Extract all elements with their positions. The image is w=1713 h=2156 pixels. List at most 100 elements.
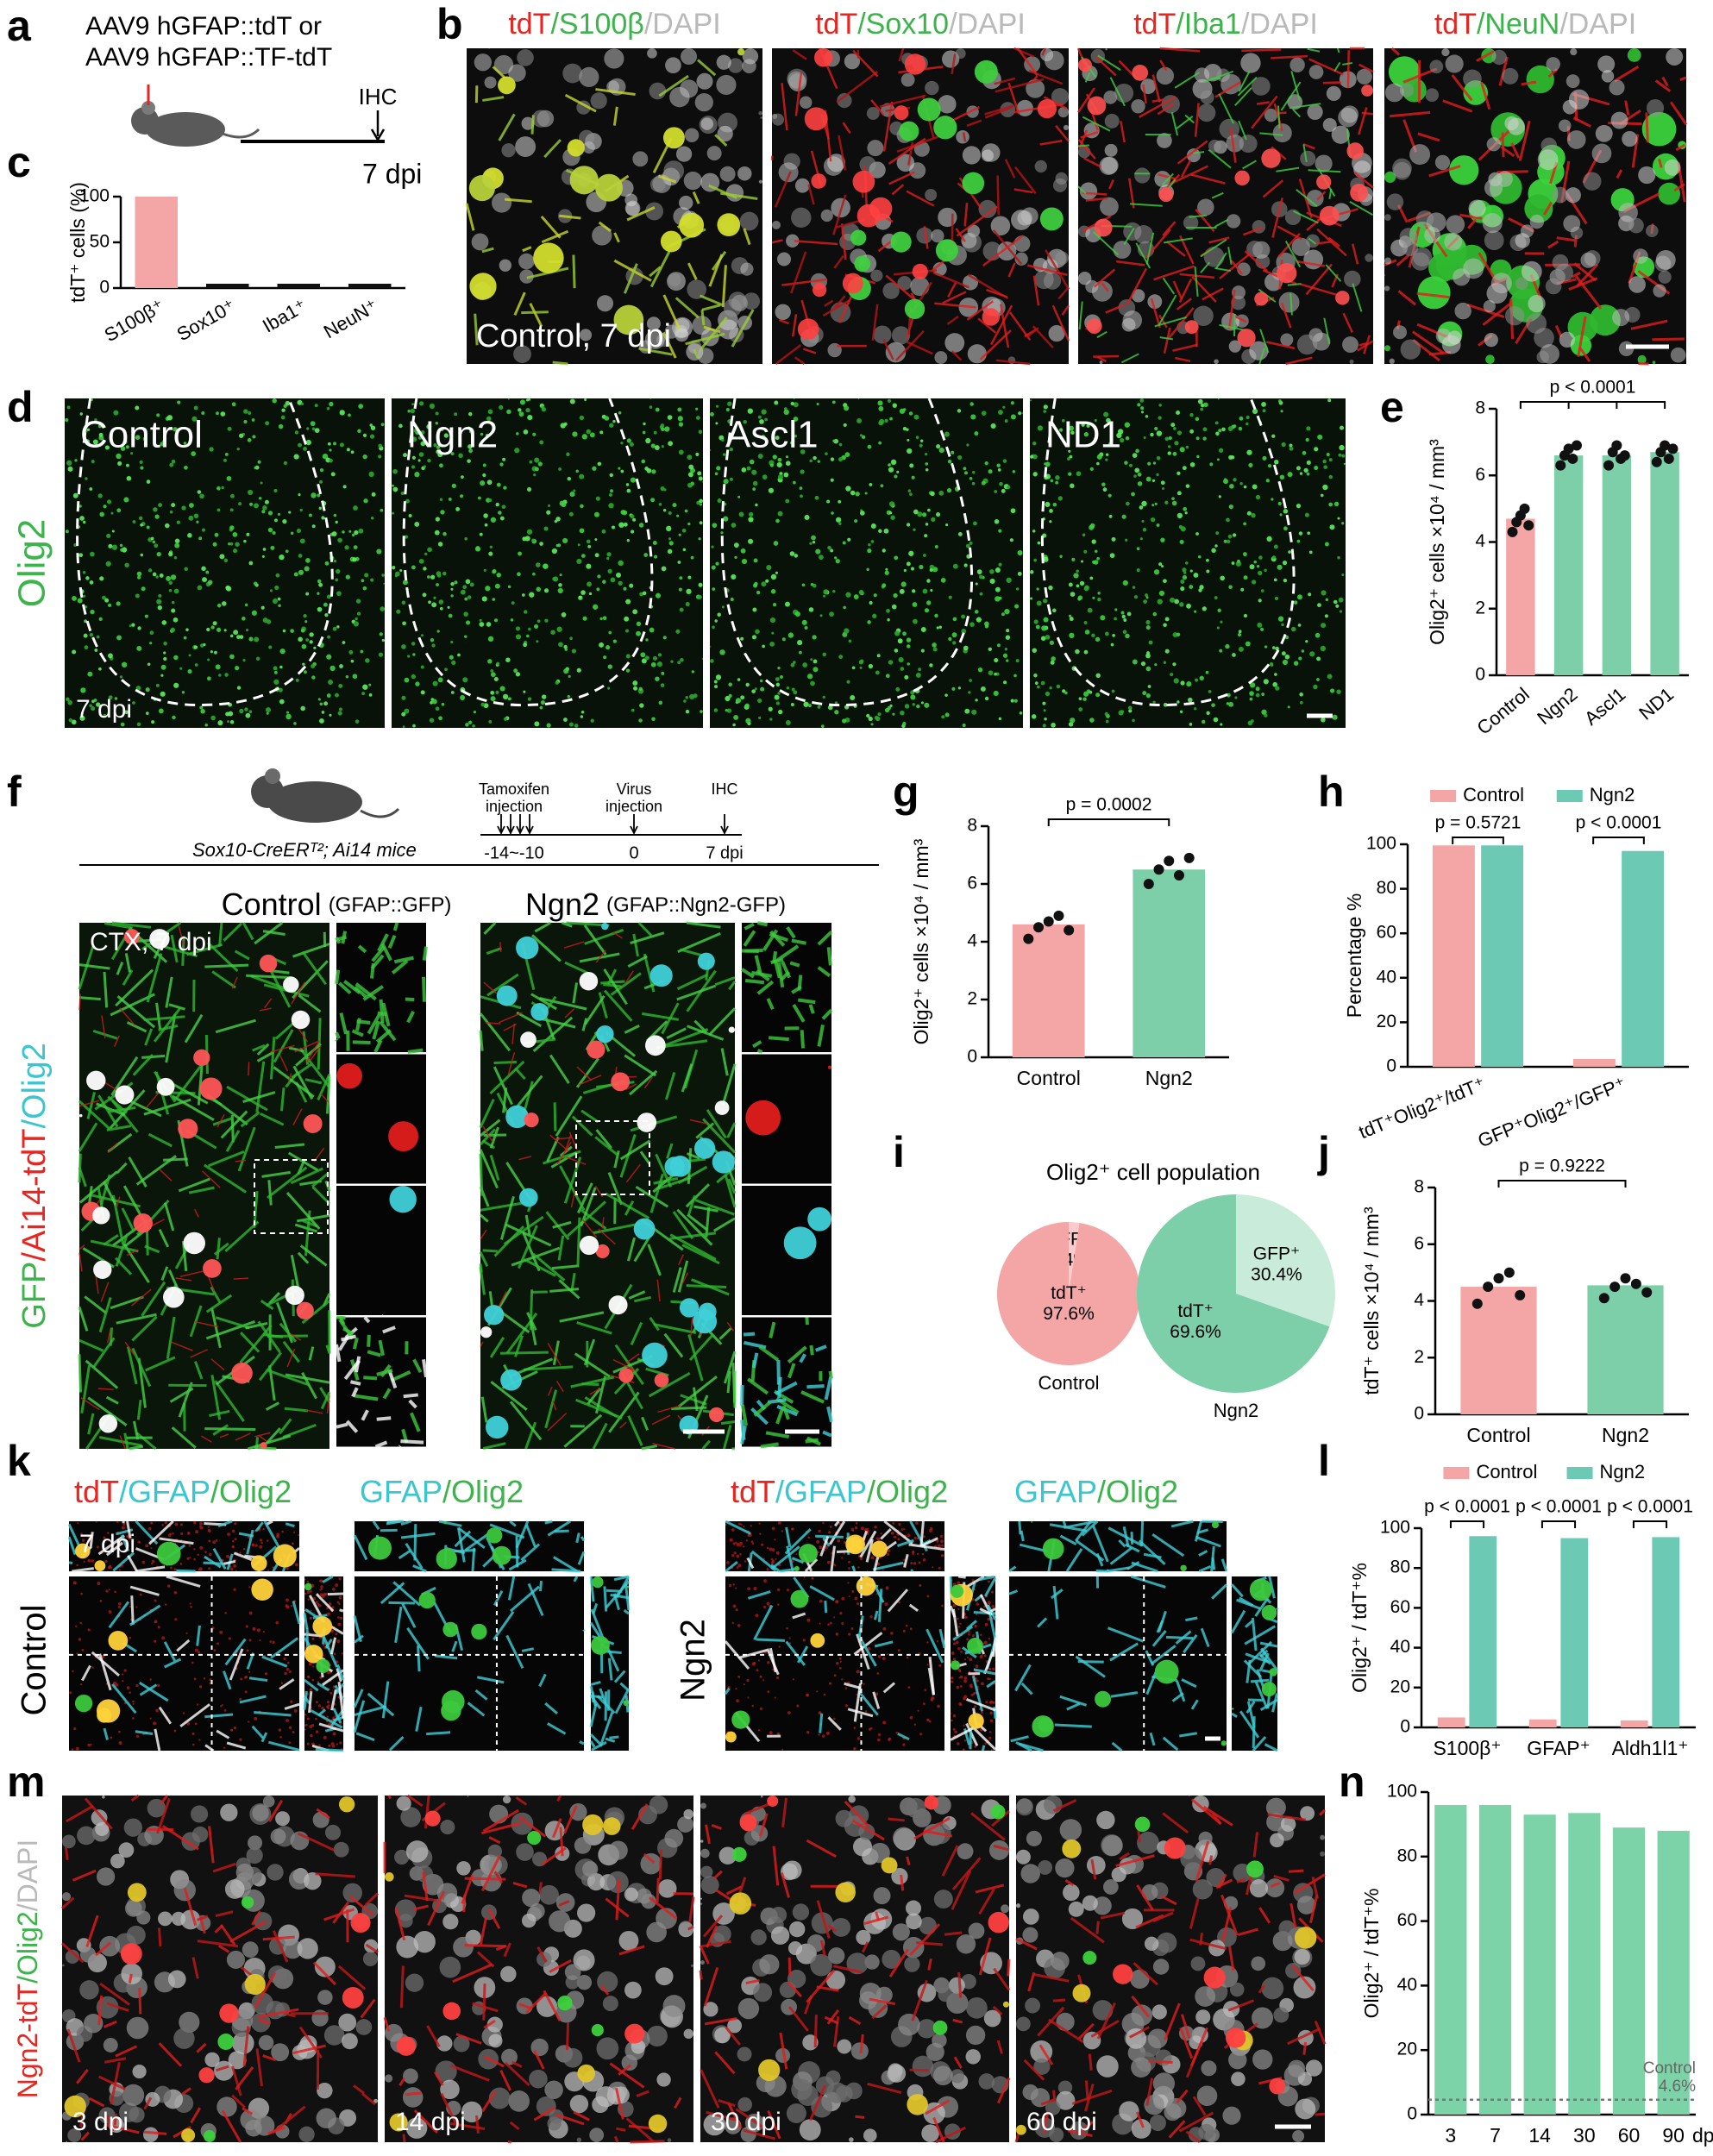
cell <box>1158 590 1165 597</box>
process <box>1358 63 1374 73</box>
cell <box>1134 167 1151 184</box>
cell <box>1051 88 1069 106</box>
cell <box>1272 681 1277 687</box>
cell <box>392 565 396 570</box>
cell <box>447 605 450 609</box>
cell <box>1226 517 1230 523</box>
cell <box>108 653 113 659</box>
cell <box>228 1556 230 1558</box>
cell <box>997 468 1001 472</box>
cell <box>1261 589 1264 592</box>
process <box>956 205 999 237</box>
cell <box>82 428 88 434</box>
cell <box>333 559 337 563</box>
cell <box>580 711 585 714</box>
process <box>777 962 785 988</box>
cell <box>1206 711 1210 716</box>
cell <box>1515 277 1528 291</box>
cell <box>606 645 611 650</box>
process <box>794 72 803 116</box>
cell <box>332 442 337 446</box>
process <box>215 1316 250 1330</box>
cell <box>248 710 253 714</box>
cell <box>1256 564 1260 568</box>
process <box>693 1387 699 1412</box>
process <box>1168 165 1208 186</box>
process <box>638 347 673 356</box>
micrograph <box>335 922 428 1054</box>
cell <box>1329 524 1335 530</box>
cell <box>988 469 993 474</box>
cell <box>554 519 558 523</box>
cell <box>517 49 534 66</box>
cell <box>1287 472 1293 478</box>
cell <box>231 1545 235 1549</box>
cell <box>1048 585 1053 591</box>
cell <box>1232 533 1237 537</box>
cell <box>890 515 895 520</box>
process <box>1013 47 1035 58</box>
cell <box>794 434 798 438</box>
cell <box>1091 633 1095 637</box>
cell <box>1324 614 1328 618</box>
cell <box>844 405 850 411</box>
cell <box>1043 556 1049 562</box>
process <box>1096 330 1107 339</box>
cell <box>66 460 72 466</box>
cell <box>594 538 598 542</box>
cell <box>179 667 183 670</box>
cell <box>1198 588 1202 592</box>
cell <box>1289 57 1305 72</box>
cell <box>1339 444 1345 451</box>
cell <box>711 545 714 548</box>
cell <box>336 568 341 574</box>
cell <box>329 713 332 717</box>
process <box>367 1334 371 1347</box>
cell <box>904 704 910 709</box>
cell <box>320 1585 323 1589</box>
cell <box>315 1601 318 1604</box>
cell <box>1202 606 1207 611</box>
process <box>1238 120 1247 141</box>
cell <box>1089 467 1094 471</box>
cell <box>591 1635 610 1655</box>
process <box>530 115 535 135</box>
process <box>657 174 677 184</box>
cell <box>1220 723 1223 726</box>
cell <box>716 74 737 96</box>
cell <box>1296 539 1301 543</box>
cell <box>400 491 405 496</box>
cell <box>1083 621 1088 624</box>
process <box>1300 283 1337 296</box>
cell <box>389 1186 417 1213</box>
cell <box>309 640 313 644</box>
cell <box>207 1526 210 1528</box>
cell <box>226 475 232 481</box>
cell <box>121 661 128 667</box>
cell <box>440 428 444 432</box>
cell <box>835 559 840 564</box>
process <box>326 1076 331 1114</box>
process <box>1416 291 1450 299</box>
cell <box>929 564 935 570</box>
cell <box>1081 423 1085 427</box>
cell <box>728 1026 735 1033</box>
process <box>1351 243 1359 265</box>
cell <box>846 680 850 684</box>
cell <box>1104 113 1120 128</box>
cell <box>161 440 166 443</box>
cell <box>532 432 536 436</box>
cell <box>426 423 432 429</box>
cell <box>1147 461 1151 466</box>
cell <box>108 1630 129 1651</box>
cell <box>738 511 744 517</box>
cell <box>1314 466 1319 471</box>
process <box>1521 80 1537 86</box>
cell <box>89 580 94 585</box>
cell <box>620 442 624 445</box>
cell <box>1095 673 1101 679</box>
cell <box>499 259 512 272</box>
cell <box>483 513 488 518</box>
cell <box>979 574 983 580</box>
cell <box>772 454 777 460</box>
